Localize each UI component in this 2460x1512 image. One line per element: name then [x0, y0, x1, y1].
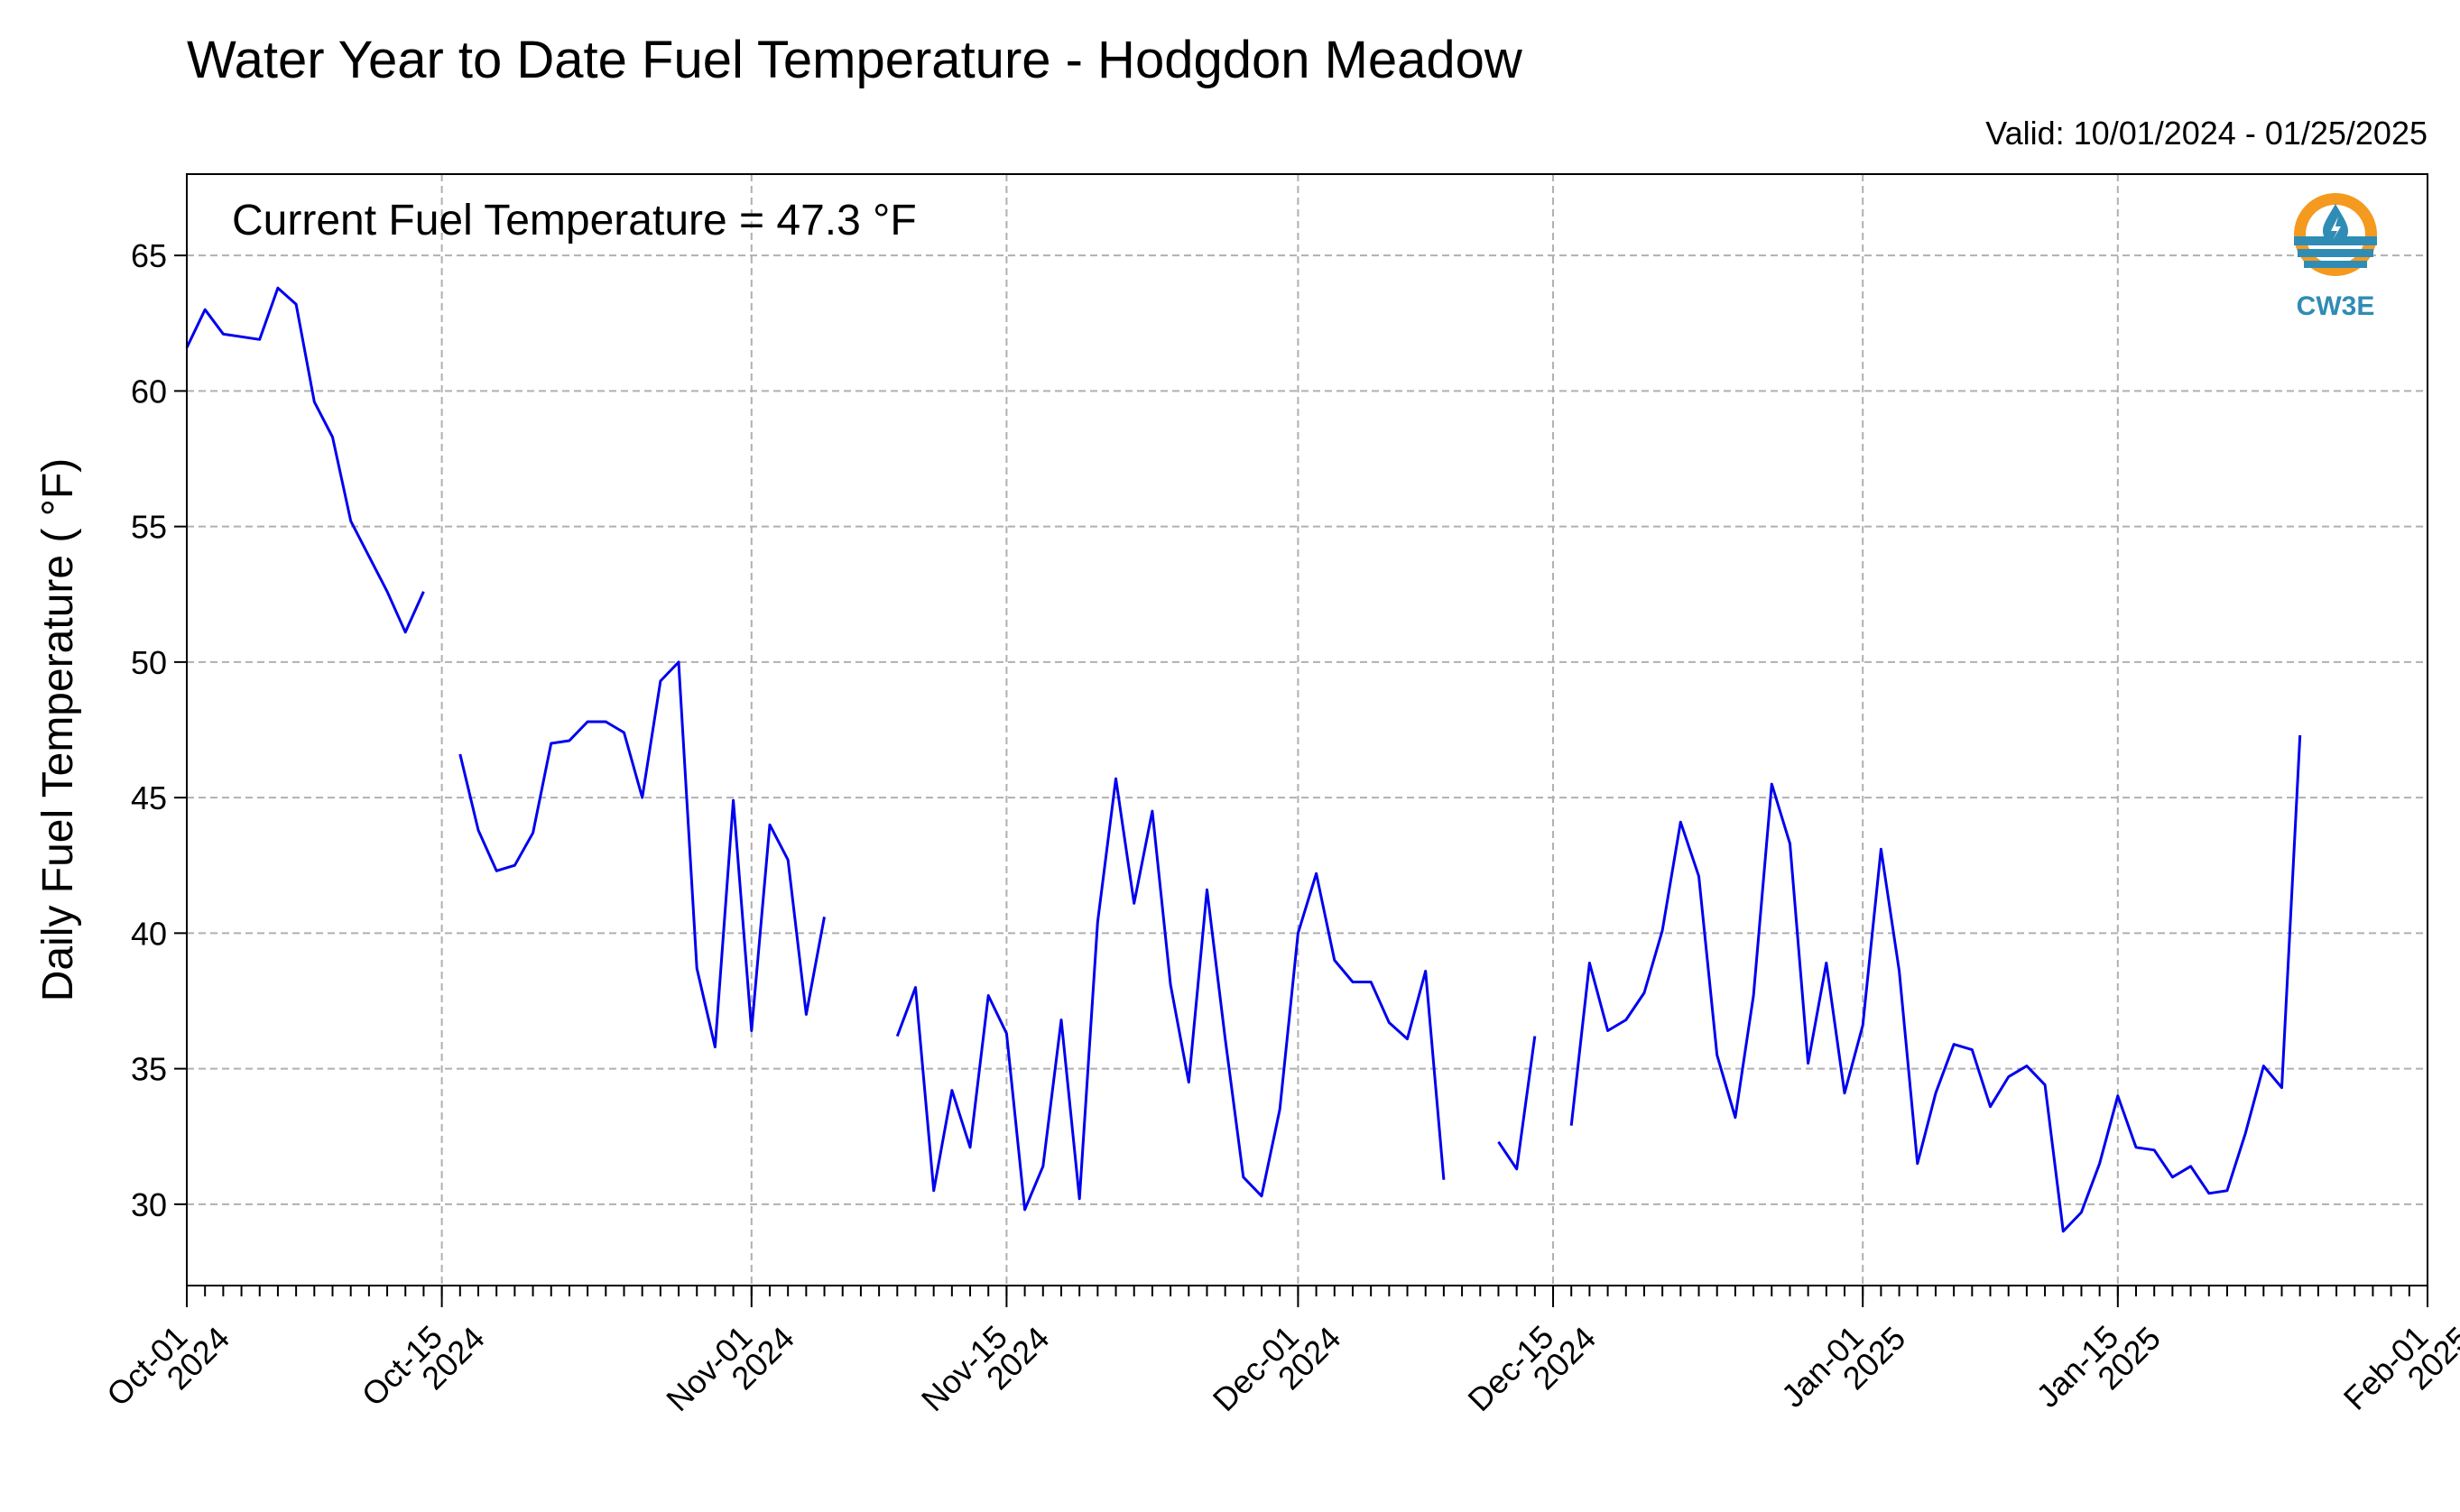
series-line-segment: [185, 286, 425, 634]
chart-title: Water Year to Date Fuel Temperature - Ho…: [187, 31, 1523, 89]
current-value-annotation: Current Fuel Temperature = 47.3 °F: [232, 197, 917, 244]
y-axis-label: Daily Fuel Temperature ( °F): [34, 458, 82, 1001]
y-tick-label: 45: [131, 779, 167, 816]
series-line-segment: [458, 660, 826, 1049]
series-line-segment: [895, 777, 1446, 1212]
y-axis: 30 35 40 45 50 55 60 65: [131, 237, 187, 1223]
y-tick-label: 50: [131, 644, 167, 681]
chart-subtitle: Valid: 10/01/2024 - 01/25/2025: [1985, 115, 2428, 152]
y-tick-label: 35: [131, 1051, 167, 1088]
plot-frame: [186, 173, 2428, 1286]
series-line-segment: [1569, 734, 2302, 1233]
cw3e-logo-icon: [2294, 193, 2377, 276]
series-line-segment: [1497, 1036, 1537, 1171]
grid: [186, 174, 2428, 1286]
y-tick-label: 60: [131, 373, 167, 410]
y-tick-label: 30: [131, 1186, 167, 1223]
cw3e-logo: CW3E: [2294, 193, 2377, 321]
y-tick-label: 40: [131, 915, 167, 952]
y-tick-label: 65: [131, 237, 167, 274]
logo-text: CW3E: [2297, 291, 2375, 321]
y-tick-label: 55: [131, 509, 167, 546]
series-layer: [185, 286, 2302, 1233]
